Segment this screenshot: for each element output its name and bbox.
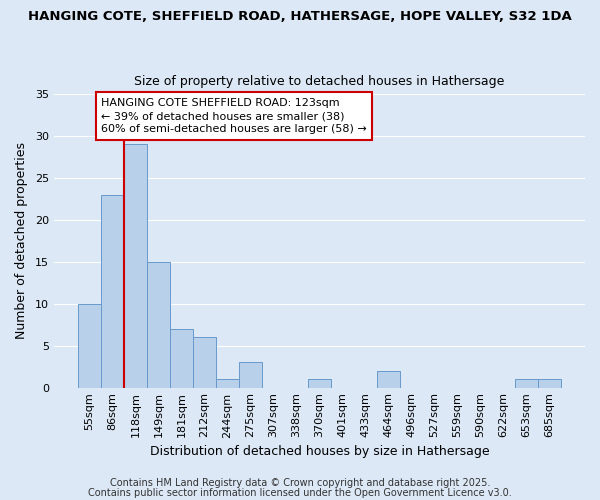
Bar [377, 371, 400, 388]
Bar [193, 337, 216, 388]
Y-axis label: Number of detached properties: Number of detached properties [15, 142, 28, 339]
Bar [239, 362, 262, 388]
Text: HANGING COTE SHEFFIELD ROAD: 123sqm
← 39% of detached houses are smaller (38)
60: HANGING COTE SHEFFIELD ROAD: 123sqm ← 39… [101, 98, 367, 134]
Bar [147, 262, 170, 388]
Bar [170, 329, 193, 388]
Bar [78, 304, 101, 388]
Title: Size of property relative to detached houses in Hathersage: Size of property relative to detached ho… [134, 76, 505, 88]
X-axis label: Distribution of detached houses by size in Hathersage: Distribution of detached houses by size … [149, 444, 489, 458]
Bar [216, 379, 239, 388]
Bar [101, 194, 124, 388]
Text: Contains HM Land Registry data © Crown copyright and database right 2025.: Contains HM Land Registry data © Crown c… [110, 478, 490, 488]
Text: Contains public sector information licensed under the Open Government Licence v3: Contains public sector information licen… [88, 488, 512, 498]
Bar [124, 144, 147, 388]
Text: HANGING COTE, SHEFFIELD ROAD, HATHERSAGE, HOPE VALLEY, S32 1DA: HANGING COTE, SHEFFIELD ROAD, HATHERSAGE… [28, 10, 572, 23]
Bar [538, 379, 561, 388]
Bar [515, 379, 538, 388]
Bar [308, 379, 331, 388]
